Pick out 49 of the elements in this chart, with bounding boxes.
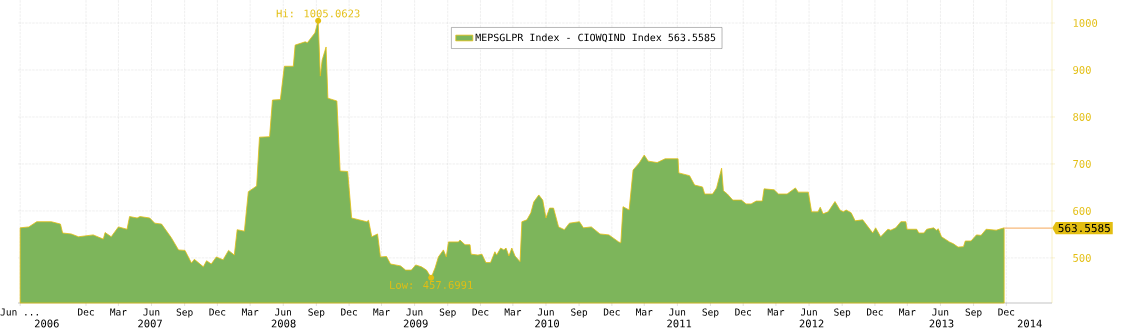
x-tick-label: Sep — [834, 308, 851, 318]
x2-tick-label: 2009 — [403, 319, 428, 328]
x-tick-label: Sep — [176, 308, 193, 318]
x2-tick-label: 2012 — [799, 319, 824, 328]
x2-tick-label: 2010 — [535, 319, 560, 328]
x-tick-label: Jun — [669, 308, 686, 316]
y-tick-label: 600 — [1073, 206, 1091, 215]
x-tick-label: Mar — [767, 308, 785, 316]
x-tick-label: Jun ... — [0, 308, 38, 316]
x-tick-label: Dec — [209, 308, 226, 316]
x2-tick-label: 2008 — [271, 319, 296, 328]
x-tick-label: Mar — [110, 308, 127, 316]
annotation: Hi: 1005.0623 — [276, 9, 360, 18]
ref-line-label: 563.5585 — [1058, 223, 1110, 233]
x2-tick-label: 2007 — [138, 319, 162, 328]
x-tick-label: Mar — [636, 308, 653, 316]
x-tick-label: Dec — [78, 308, 94, 316]
x-tick-label: Jun — [406, 308, 423, 316]
x-tick-label: Jun — [275, 308, 291, 316]
legend-label: MEPSGLPR Index - CIOWQIND Index 563.5585 — [475, 33, 716, 43]
x-tick-label: Dec — [341, 308, 357, 316]
x-tick-label: Sep — [965, 308, 982, 318]
annotation: Low: 457.6991 — [390, 280, 473, 289]
x2-tick-label: 2014 — [1017, 319, 1042, 328]
x2-tick-label: 2013 — [929, 319, 954, 328]
x-tick-label: Mar — [504, 308, 522, 316]
x-tick-label: Sep — [439, 308, 456, 318]
x-tick-label: Sep — [308, 308, 325, 318]
x-tick-label: Sep — [571, 308, 588, 318]
x-tick-label: Jun — [537, 308, 554, 316]
y-tick-label: 1000 — [1073, 19, 1098, 27]
x2-tick-label: 2011 — [667, 319, 692, 328]
x-tick-label: Jun — [143, 308, 160, 316]
x-tick-label: Dec — [603, 308, 620, 316]
x2-tick-label: 2006 — [34, 319, 59, 328]
x-tick-label: Jun — [932, 308, 949, 316]
y-tick-label: 700 — [1073, 159, 1091, 168]
x-tick-label: Sep — [702, 308, 719, 318]
x-tick-label: Dec — [472, 308, 489, 316]
x-tick-label: Dec — [998, 308, 1015, 316]
y-tick-label: 800 — [1073, 113, 1091, 121]
x-tick-label: Jun — [800, 308, 817, 316]
x-tick-label: Mar — [373, 308, 390, 316]
x-tick-label: Dec — [866, 308, 883, 316]
x-tick-label: Dec — [735, 308, 751, 316]
x-tick-label: Mar — [899, 308, 916, 316]
y-tick-label: 900 — [1073, 66, 1091, 74]
y-tick-label: 500 — [1073, 253, 1091, 262]
x-tick-label: Mar — [241, 308, 259, 316]
